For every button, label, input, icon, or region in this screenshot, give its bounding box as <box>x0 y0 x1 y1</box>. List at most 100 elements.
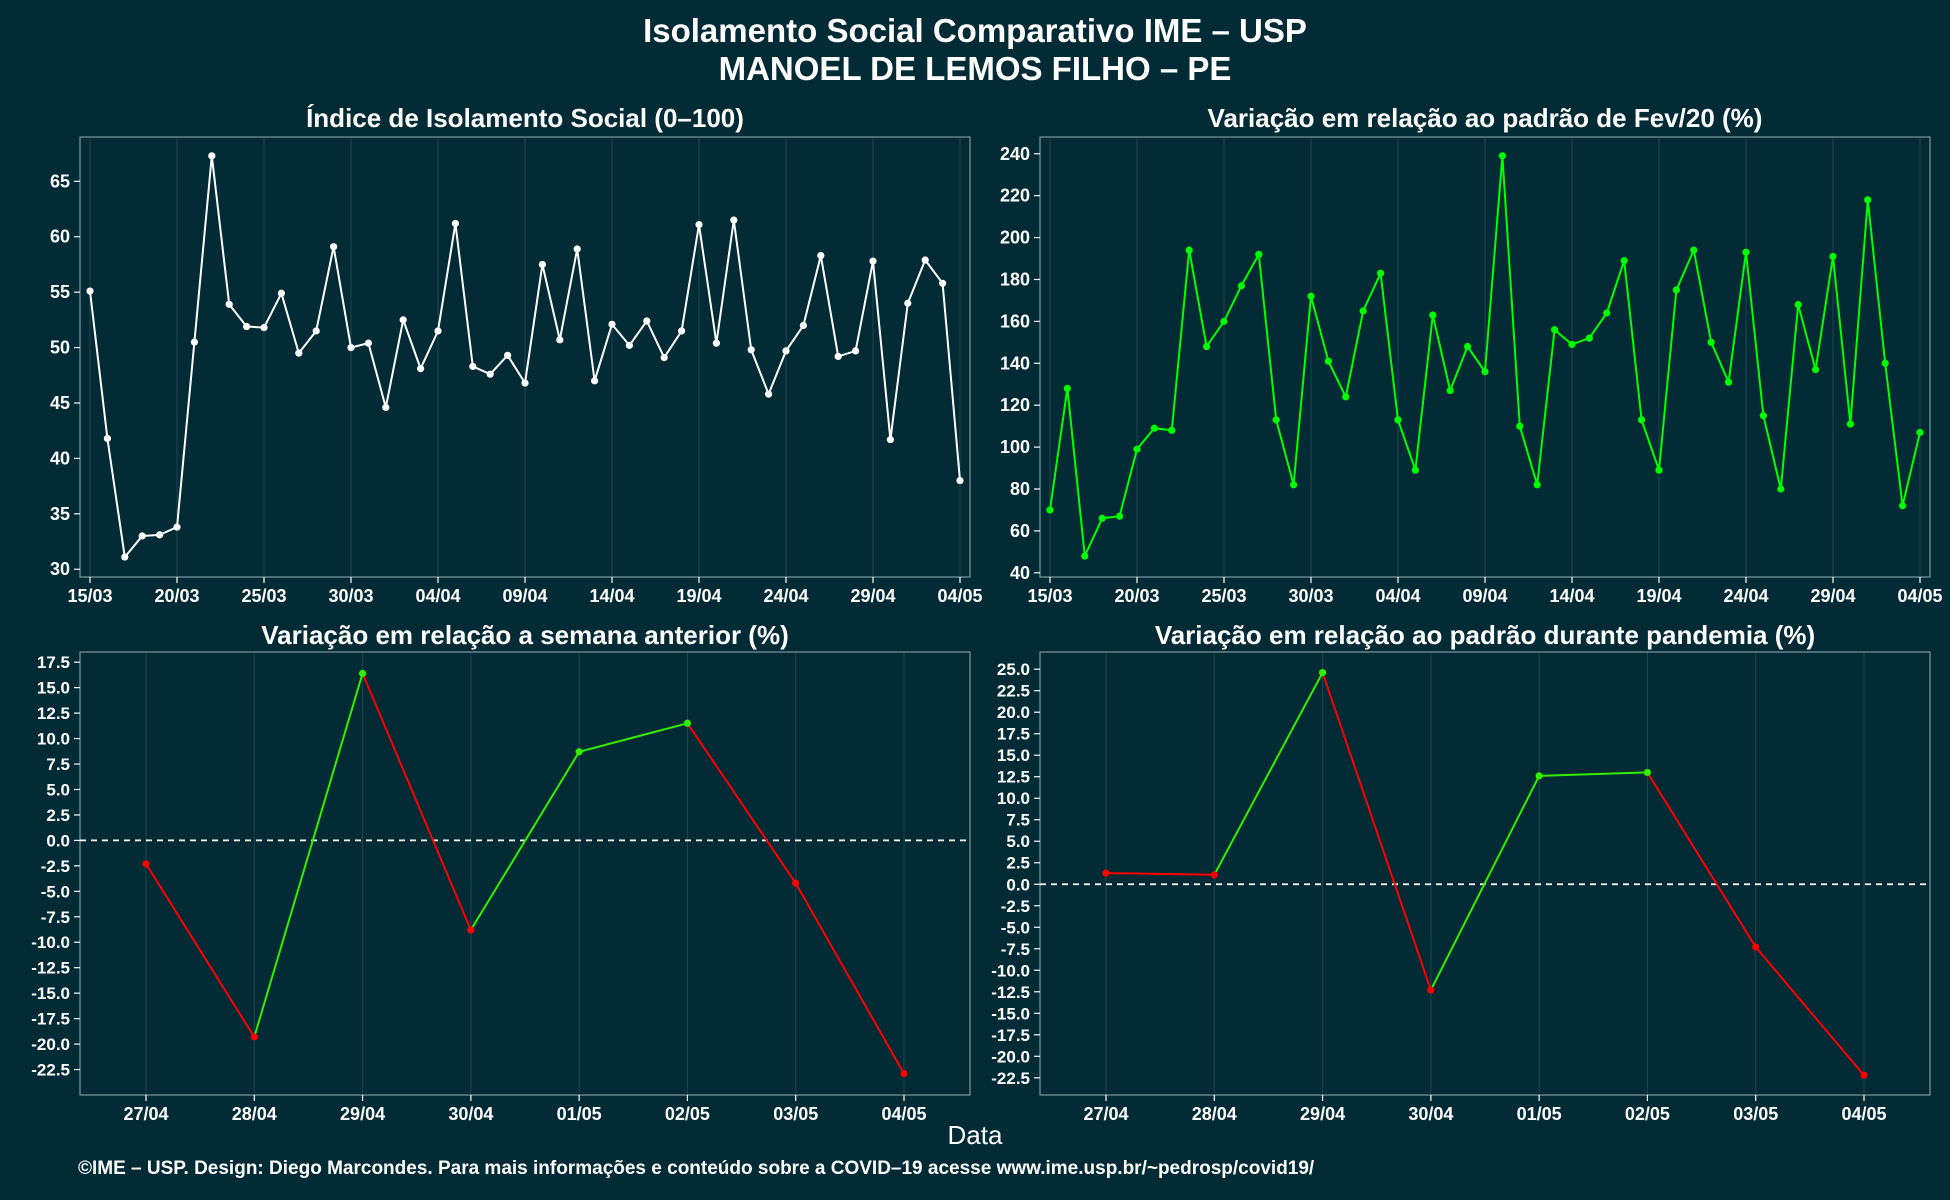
series-segment <box>470 751 580 931</box>
data-point <box>792 879 800 887</box>
x-tick-label: 02/05 <box>665 1104 710 1124</box>
data-point <box>1220 317 1228 325</box>
y-tick-label: 12.5 <box>997 768 1030 787</box>
data-point <box>556 336 564 344</box>
y-tick-label: 20.0 <box>997 703 1030 722</box>
data-point <box>1638 416 1646 424</box>
data-point <box>103 434 111 443</box>
y-tick-label: -20.0 <box>991 1047 1030 1066</box>
data-point <box>1829 252 1837 261</box>
data-point <box>417 365 425 373</box>
y-tick-label: 120 <box>1000 395 1030 415</box>
data-point <box>1899 502 1907 510</box>
footer-credits: ©IME – USP. Design: Diego Marcondes. Par… <box>78 1158 1315 1179</box>
y-tick-label: 15.0 <box>997 746 1030 765</box>
y-tick-label: 10.0 <box>37 730 70 749</box>
x-tick-label: 14/04 <box>589 586 634 606</box>
data-point <box>1516 422 1524 430</box>
y-tick-label: 22.5 <box>997 682 1030 701</box>
data-point <box>467 926 475 934</box>
data-point <box>956 476 964 485</box>
data-point <box>1255 250 1263 258</box>
data-point <box>1210 871 1218 879</box>
data-point <box>1290 481 1298 489</box>
data-point <box>250 1033 258 1041</box>
data-point <box>1359 307 1367 315</box>
data-point <box>834 352 842 361</box>
y-tick-label: -17.5 <box>31 1010 70 1029</box>
x-tick-label: 01/05 <box>557 1104 602 1124</box>
series-segment <box>145 863 256 1038</box>
data-point <box>330 243 338 251</box>
data-point <box>1307 292 1315 300</box>
data-point <box>1551 326 1559 334</box>
main-subtitle: MANOEL DE LEMOS FILHO – PE <box>718 50 1232 87</box>
y-tick-label: 2.5 <box>46 806 70 825</box>
x-tick-label: 29/04 <box>340 1104 385 1124</box>
data-point <box>277 289 285 297</box>
data-point <box>1620 257 1628 265</box>
data-point <box>121 553 129 561</box>
x-tick-label: 28/04 <box>232 1104 277 1124</box>
data-point <box>312 327 320 335</box>
data-point <box>382 403 390 412</box>
data-point <box>782 347 790 355</box>
data-point <box>1377 269 1385 277</box>
data-point <box>1603 309 1611 317</box>
y-tick-label: 7.5 <box>46 755 70 774</box>
data-point <box>1185 246 1193 254</box>
plot-frame <box>79 651 971 1096</box>
y-tick-label: 60 <box>1010 521 1030 541</box>
y-tick-label: 200 <box>1000 228 1030 248</box>
x-tick-label: 04/04 <box>415 586 460 606</box>
data-point <box>156 531 164 539</box>
y-tick-label: 65 <box>50 171 70 191</box>
x-tick-label: 29/04 <box>1810 586 1855 606</box>
x-tick-label: 09/04 <box>502 586 547 606</box>
data-point <box>1777 485 1785 493</box>
data-point <box>1812 365 1820 374</box>
data-point <box>730 216 738 224</box>
data-point <box>1324 357 1332 365</box>
data-point <box>208 152 216 160</box>
data-point <box>1752 943 1760 951</box>
data-point <box>1916 428 1924 437</box>
data-point <box>1429 311 1437 319</box>
data-point <box>1481 368 1489 376</box>
data-point <box>747 346 755 354</box>
data-point <box>765 390 773 398</box>
y-tick-label: 160 <box>1000 311 1030 331</box>
data-point <box>1643 768 1652 777</box>
data-point <box>1063 384 1071 393</box>
data-point <box>1759 412 1767 420</box>
y-tick-label: -17.5 <box>991 1026 1030 1045</box>
y-tick-label: 5.0 <box>1006 832 1030 851</box>
data-point <box>521 379 529 387</box>
data-point <box>683 719 692 727</box>
data-point <box>1864 196 1872 204</box>
y-tick-label: 10.0 <box>997 789 1030 808</box>
data-point <box>295 349 303 357</box>
panel-3-title: Variação em relação a semana anterior (%… <box>261 620 789 650</box>
data-point <box>575 748 583 756</box>
x-tick-label: 14/04 <box>1549 586 1594 606</box>
data-point <box>1411 466 1419 474</box>
y-tick-label: -22.5 <box>31 1061 70 1080</box>
data-point <box>1203 342 1211 351</box>
data-point <box>1464 342 1472 351</box>
y-tick-label: 15.0 <box>37 679 70 698</box>
data-point <box>1860 1071 1868 1079</box>
y-tick-label: 80 <box>1010 479 1030 499</box>
data-point <box>1535 772 1543 780</box>
data-point <box>643 317 651 325</box>
data-point <box>939 279 947 287</box>
x-tick-label: 19/04 <box>676 586 721 606</box>
y-tick-label: 180 <box>1000 269 1030 289</box>
y-tick-label: 220 <box>1000 186 1030 206</box>
x-tick-label: 04/05 <box>881 1104 926 1124</box>
data-point <box>799 321 808 330</box>
x-tick-label: 30/03 <box>1288 586 1333 606</box>
x-tick-label: 15/03 <box>1027 586 1072 606</box>
